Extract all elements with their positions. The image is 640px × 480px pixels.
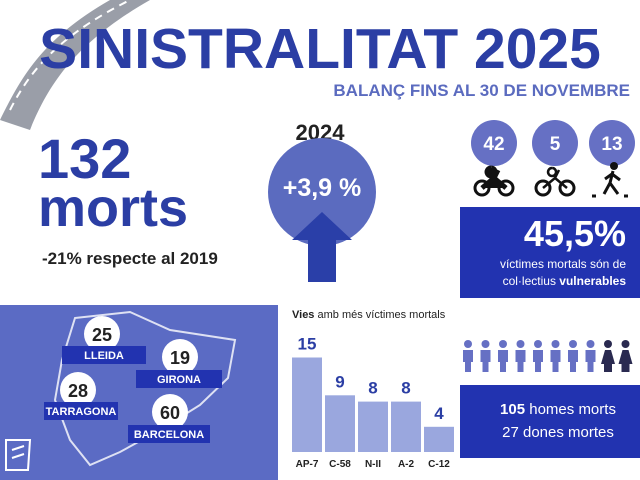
count-value: 5 (550, 134, 561, 155)
person-head (586, 340, 595, 348)
motorbike (480, 165, 508, 190)
people-icons (463, 340, 633, 372)
x-tick-label: N-II (365, 459, 381, 470)
change-value: +3,9 % (283, 174, 362, 202)
man-icon (515, 350, 526, 372)
count-circle (471, 120, 517, 166)
region-badge (60, 372, 96, 408)
region-name: TARRAGONA (46, 406, 117, 418)
data-label: 9 (335, 372, 344, 391)
man-icon (533, 350, 543, 372)
up-arrow (292, 212, 352, 282)
bar-chart: 15 AP-7 9 C-58 8 N-II 8 A-2 4 C-12 (292, 335, 454, 470)
chart-title-rest: amb més víctimes mortals (318, 309, 446, 321)
person-head (551, 340, 560, 348)
women-count: 27 (502, 424, 519, 441)
chart-title: Vies amb més víctimes mortals (292, 309, 446, 321)
vulnerable-bold: vulnerables (559, 274, 626, 288)
men-count: 105 (500, 401, 525, 418)
men-text: 105 homes morts (500, 401, 616, 418)
x-tick-label: A-2 (398, 459, 415, 470)
region-value: 60 (160, 403, 180, 423)
person-head (481, 340, 490, 348)
woman-icon (618, 350, 633, 372)
person-head (516, 340, 525, 348)
bar (358, 401, 388, 452)
count-value: 13 (601, 134, 622, 155)
pedestrian-head (610, 162, 618, 170)
chart-title-bold: Vies (292, 309, 314, 321)
map-panel (0, 305, 278, 480)
bar (292, 357, 322, 452)
women-text: 27 dones mortes (502, 424, 614, 441)
region-badge (152, 394, 188, 430)
men-label: homes morts (529, 401, 616, 418)
x-tick-label: AP-7 (296, 459, 319, 470)
region-name: BARCELONA (134, 429, 204, 441)
data-label: 8 (401, 379, 410, 398)
man-icon (463, 350, 473, 372)
man-icon (550, 350, 561, 372)
wheel (558, 179, 576, 197)
region-badge (162, 339, 198, 375)
subtitle: BALANÇ FINS AL 30 DE NOVEMBRE (333, 81, 630, 100)
region-label-box (62, 346, 146, 364)
data-label: 4 (434, 404, 444, 423)
women-label: dones mortes (523, 424, 614, 441)
data-label: 15 (298, 335, 317, 354)
pedestrian (602, 170, 621, 195)
data-label: 8 (368, 379, 377, 398)
title: SINISTRALITAT 2025 (39, 17, 601, 81)
region-badge (84, 316, 120, 352)
region-label-box (44, 402, 118, 420)
logo (5, 439, 32, 471)
gender-box (460, 385, 640, 458)
region-value: 25 (92, 325, 112, 345)
person-head (569, 340, 577, 348)
person-head (464, 340, 472, 348)
total-number: 132 (38, 127, 131, 190)
comparison: -21% respecte al 2019 (42, 249, 218, 268)
vulnerable-text: víctimes mortals són de (500, 257, 626, 271)
change-circle (268, 138, 376, 246)
regions: 25 LLEIDA 19 GIRONA 28 TARRAGONA 60 BARCELONA (44, 316, 222, 443)
region-name: LLEIDA (84, 350, 124, 362)
wheel (534, 179, 552, 197)
person-head (621, 340, 630, 348)
total-unit: morts (38, 178, 188, 238)
bicycle (542, 166, 568, 189)
count-value: 42 (483, 134, 504, 155)
x-tick-label: C-58 (329, 459, 351, 470)
vulnerable-group: 42 5 13 (471, 120, 635, 198)
vulnerable-text: col·lectius vulnerables (503, 274, 627, 288)
region-value: 19 (170, 348, 190, 368)
x-tick-label: C-12 (428, 459, 450, 470)
woman-icon (601, 350, 615, 372)
road-line (9, 0, 131, 111)
region-value: 28 (68, 381, 88, 401)
person-head (499, 340, 507, 348)
bar (325, 395, 355, 452)
man-icon (568, 350, 578, 372)
bar (391, 401, 421, 452)
bar (424, 426, 454, 452)
road (0, 0, 150, 130)
region-label-box (128, 425, 210, 443)
person-head (534, 340, 542, 348)
man-icon (480, 350, 491, 372)
vulnerable-share: 45,5% (524, 213, 626, 254)
person-head (604, 340, 612, 348)
vulnerable-text: col·lectius (503, 274, 556, 288)
man-icon (498, 350, 508, 372)
count-circle (532, 120, 578, 166)
vulnerable-box (460, 207, 640, 298)
man-icon (585, 350, 596, 372)
region-label-box (136, 370, 222, 388)
count-circle (589, 120, 635, 166)
region-name: GIRONA (157, 374, 201, 386)
